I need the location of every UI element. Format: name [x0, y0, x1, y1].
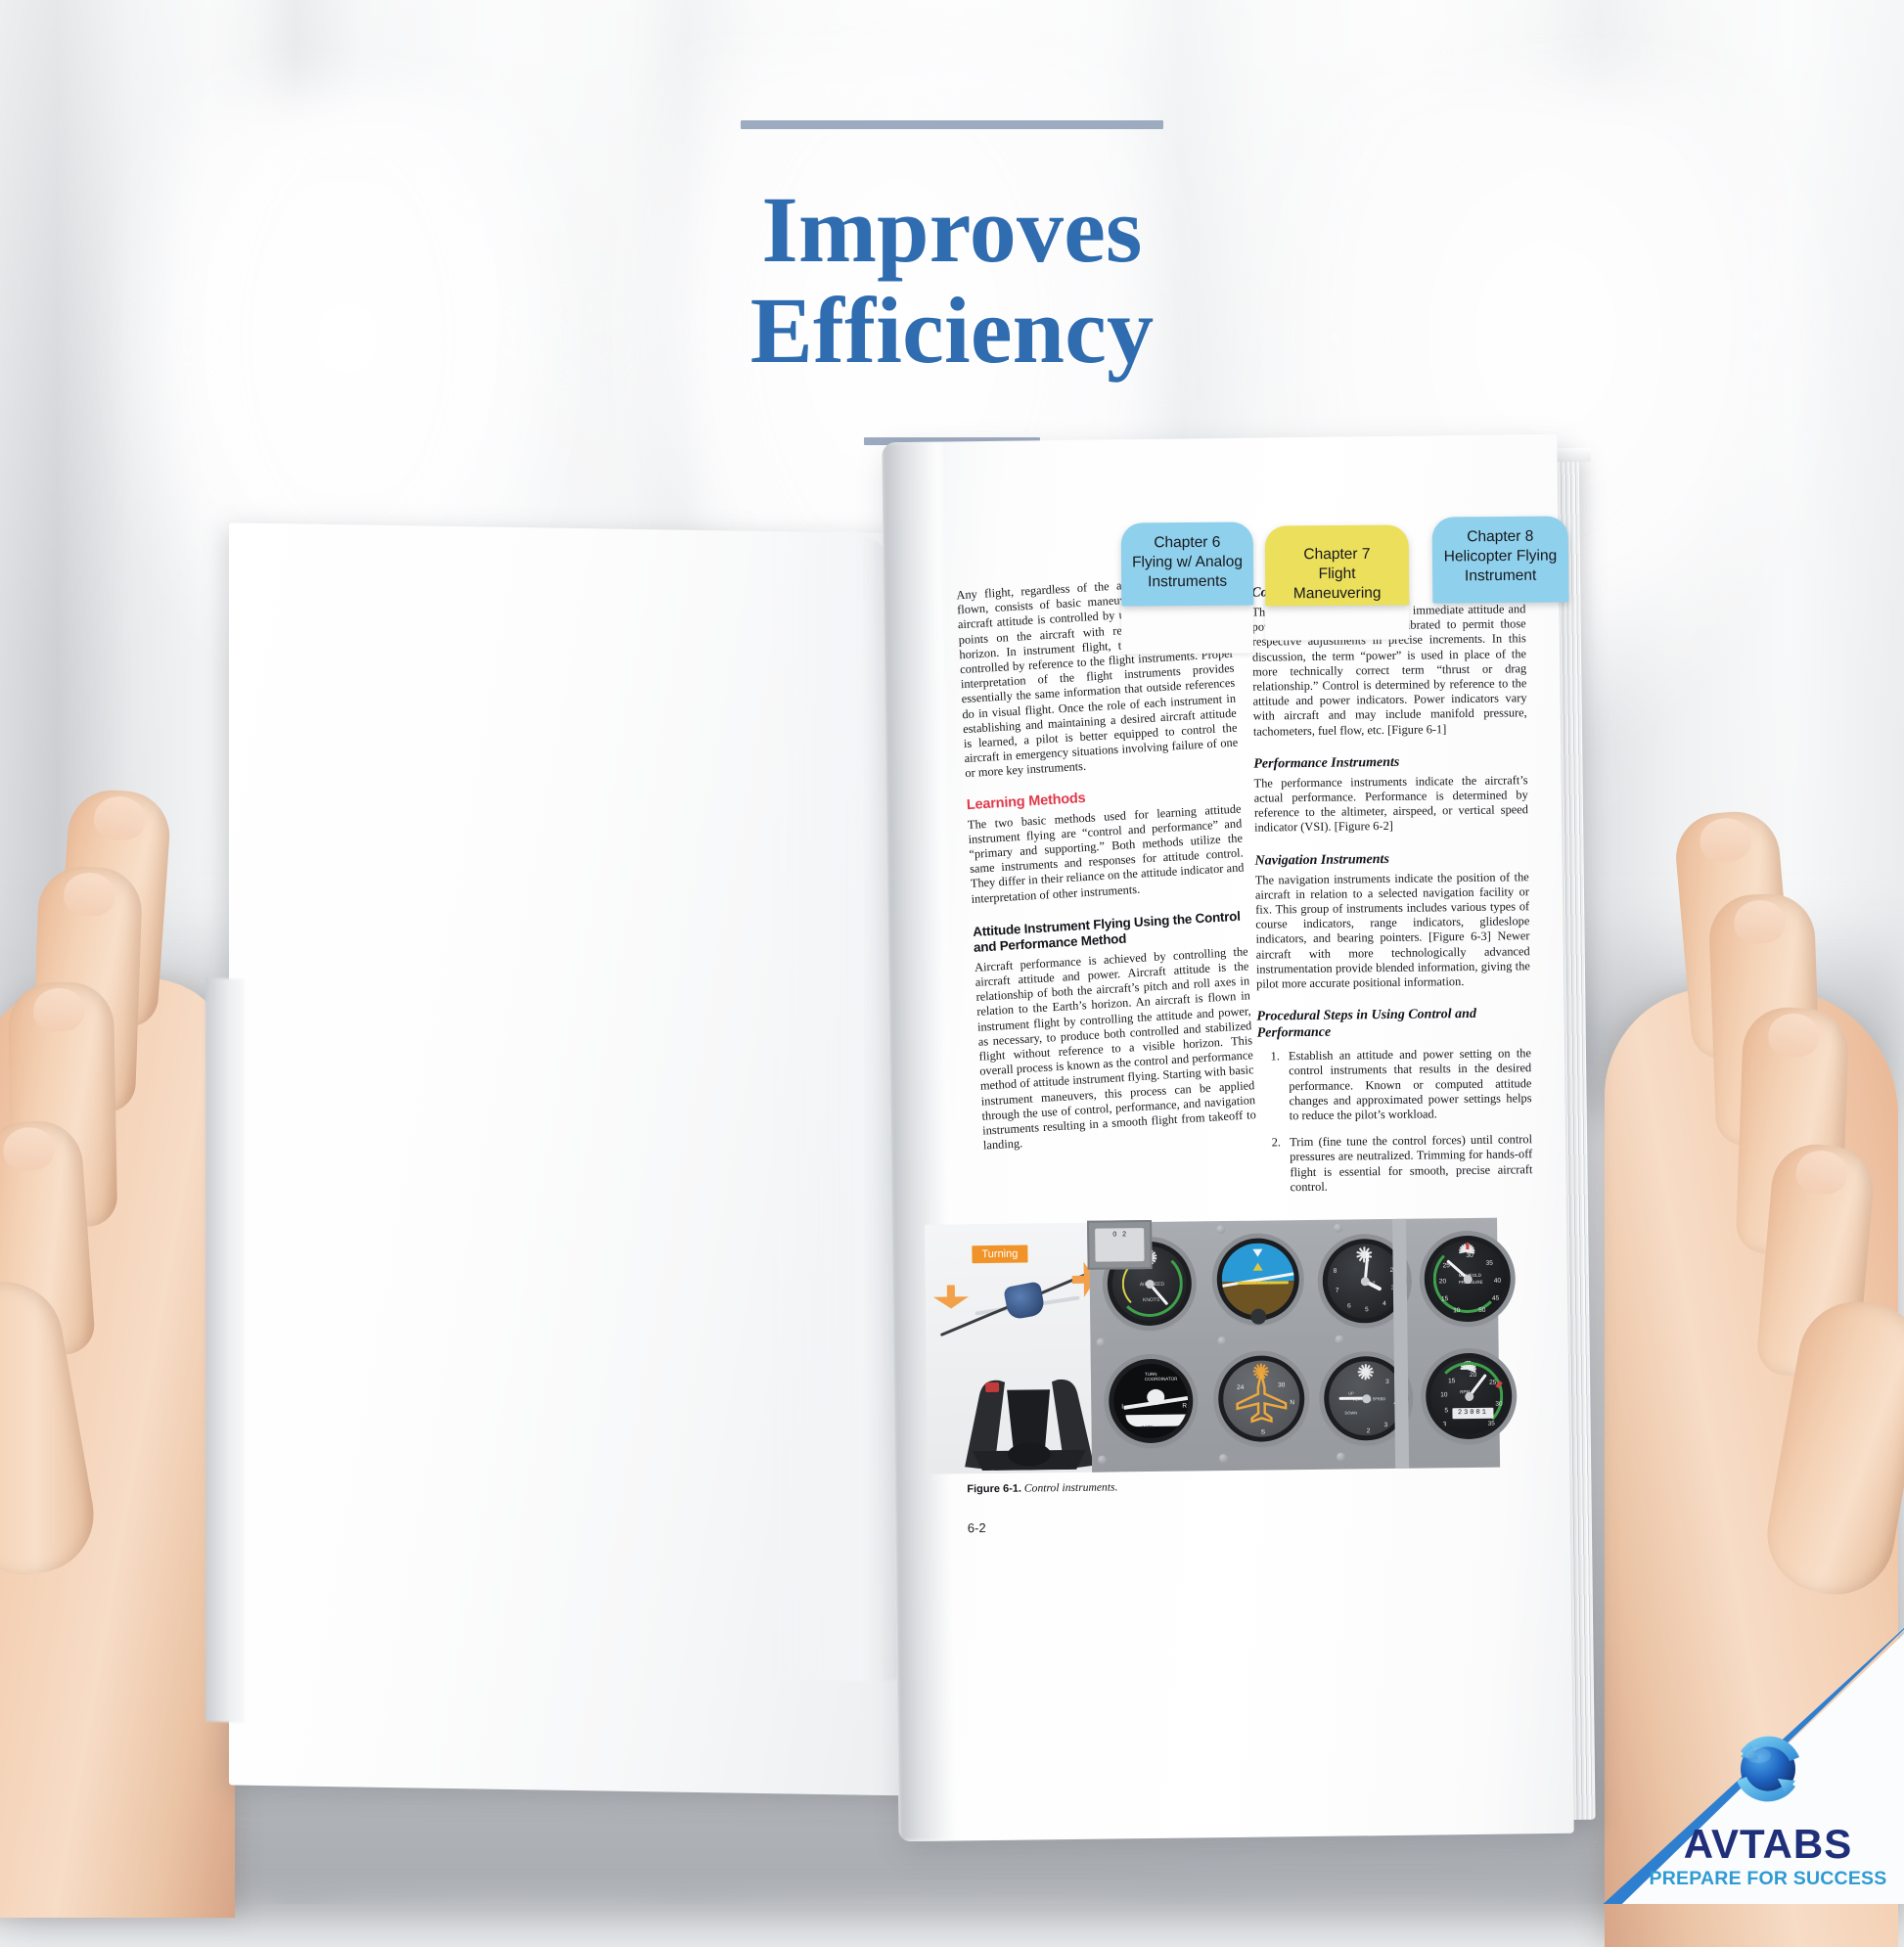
two-column-layout: Any flight, regardless of the aircraft u… — [956, 572, 1533, 1210]
heading-procedural-steps: Procedural Steps in Using Control and Pe… — [1256, 1007, 1477, 1041]
logo-tagline: PREPARE FOR SUCCESS — [1649, 1868, 1887, 1889]
circular-arrows-globe-icon — [1717, 1718, 1819, 1820]
left-hand — [0, 773, 313, 1918]
logo-name: AVTABS — [1683, 1821, 1853, 1867]
chapter-tab-6-line-3: Instruments — [1148, 572, 1228, 591]
chapter-tab-6-line-2: Flying w/ Analog — [1131, 553, 1243, 571]
figure-illustration: Turning — [925, 1217, 1513, 1474]
right-text-column: Control Instruments The control instrume… — [1251, 581, 1533, 1206]
printed-page-content: Any flight, regardless of the aircraft u… — [882, 434, 1573, 1841]
figure-caption-text: Control instruments. — [1020, 1480, 1118, 1495]
magnetic-compass: 0 2 — [1087, 1220, 1153, 1270]
page-title: Improves Efficiency — [0, 177, 1904, 383]
hero-header: Improves Efficiency — [0, 0, 1904, 446]
book-page-stack-top — [1551, 447, 1592, 463]
chapter-tab-8[interactable]: Chapter 8 Helicopter Flying Instrument — [1431, 516, 1569, 604]
open-book[interactable]: Any flight, regardless of the aircraft u… — [147, 433, 1693, 1842]
figure-caption-label: Figure 6-1. — [967, 1482, 1022, 1496]
page-title-line-1: Improves — [761, 177, 1143, 282]
navigation-instruments-paragraph: The navigation instruments indicate the … — [1254, 869, 1530, 991]
chapter-tab-8-line-2: Helicopter Flying — [1443, 547, 1558, 566]
left-text-column: Any flight, regardless of the aircraft u… — [956, 572, 1260, 1210]
book-left-page-edge — [205, 977, 245, 1723]
list-item: Trim (fine tune the control forces) unti… — [1284, 1132, 1533, 1195]
tachometer-gauge: 5 10 15 20 25 30 35 3 RPM 23001 — [1425, 1352, 1513, 1440]
chapter-tab-8-line-3: Instrument — [1464, 566, 1537, 585]
chapter-tab-6-line-1: Chapter 6 — [1154, 533, 1221, 552]
chapter-tab-7-line-1: Chapter 7 — [1303, 545, 1371, 564]
divider-top — [741, 120, 1163, 129]
attitude-method-paragraph: Aircraft performance is achieved by cont… — [974, 944, 1257, 1153]
page-title-line-2: Efficiency — [749, 277, 1155, 383]
heading-performance-instruments: Performance Instruments — [1253, 754, 1400, 772]
page-number: 6-2 — [967, 1520, 986, 1536]
figure-caption: Figure 6-1. Control instruments. — [967, 1475, 1536, 1495]
control-yoke — [950, 1360, 1108, 1472]
chapter-tab-7-line-2: Flight Maneuvering — [1292, 565, 1382, 603]
chapter-tab-7[interactable]: Chapter 7 Flight Maneuvering — [1264, 524, 1410, 607]
figure-aircraft-illustration: Turning — [925, 1222, 1113, 1474]
list-item: Establish an attitude and power setting … — [1283, 1046, 1532, 1123]
learning-methods-paragraph: The two basic methods used for learning … — [967, 801, 1245, 906]
heading-navigation-instruments: Navigation Instruments — [1254, 851, 1389, 869]
procedural-steps-list: Establish an attitude and power setting … — [1257, 1046, 1533, 1195]
book-right-page[interactable]: Any flight, regardless of the aircraft u… — [882, 433, 1574, 1842]
instrument-panel: AIRSPEED KNOTS — [1089, 1217, 1513, 1472]
attitude-indicator-gauge — [1216, 1238, 1300, 1325]
figure-6-1: Turning — [925, 1217, 1536, 1495]
heading-indicator-gauge: N S 24 30 — [1217, 1355, 1305, 1443]
chapter-tab-6[interactable]: Chapter 6 Flying w/ Analog Instruments — [1120, 521, 1254, 607]
control-instruments-paragraph: The control instruments display immediat… — [1251, 602, 1527, 739]
performance-instruments-paragraph: The performance instruments indicate the… — [1253, 773, 1529, 836]
brand-logo[interactable]: AVTABS PREPARE FOR SUCCESS — [1646, 1718, 1890, 1890]
chapter-tab-8-line-1: Chapter 8 — [1467, 527, 1534, 546]
